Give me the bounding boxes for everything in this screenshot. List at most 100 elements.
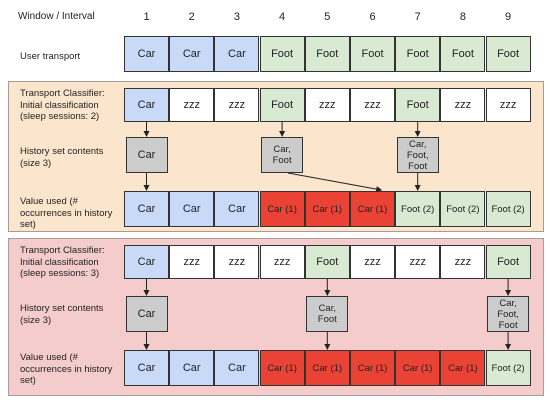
header-column-8: 8 bbox=[459, 11, 466, 23]
history-box-panel-1-2: Car, Foot bbox=[261, 137, 304, 173]
value-used-cell-panel-2-2: Car bbox=[169, 350, 215, 386]
user-transport-cell-7: Foot bbox=[395, 36, 441, 72]
classifier-cell-panel-1-5: zzz bbox=[304, 88, 350, 122]
classifier-cell-panel-2-8: zzz bbox=[440, 245, 486, 279]
user-transport-cell-1-text: Car bbox=[137, 48, 156, 60]
value-used-cell-panel-2-6: Car (1) bbox=[350, 350, 395, 386]
classifier-cell-panel-1-3-text: zzz bbox=[228, 99, 246, 111]
classifier-cell-panel-1-2: zzz bbox=[169, 88, 215, 122]
value-used-cell-panel-2-3: Car bbox=[214, 350, 260, 386]
header-column-2: 2 bbox=[188, 11, 195, 23]
value-used-cell-panel-2-1-text: Car bbox=[137, 362, 156, 374]
value-used-cell-panel-1-3: Car bbox=[214, 191, 260, 227]
value-used-cell-panel-2-4: Car (1) bbox=[259, 350, 305, 386]
value-used-cell-panel-1-6: Car (1) bbox=[350, 191, 395, 227]
classifier-cell-panel-2-7-text: zzz bbox=[409, 256, 426, 268]
classifier-cell-panel-2-5: Foot bbox=[304, 245, 350, 279]
classifier-label-panel-1: Transport Classifier: Initial classifica… bbox=[20, 88, 105, 122]
value-used-cell-panel-2-9: Foot (2) bbox=[485, 350, 531, 386]
classifier-cell-panel-1-5-text: zzz bbox=[319, 99, 336, 111]
user-transport-cell-6: Foot bbox=[350, 36, 395, 72]
value-used-cell-panel-1-2-text: Car bbox=[182, 203, 201, 215]
classifier-cell-panel-1-6-text: zzz bbox=[364, 99, 381, 111]
value-used-cell-panel-1-3-text: Car bbox=[228, 203, 246, 215]
classifier-cell-panel-1-8: zzz bbox=[440, 88, 486, 122]
value-used-cell-panel-2-5: Car (1) bbox=[304, 350, 350, 386]
value-used-cell-panel-1-4-text: Car (1) bbox=[267, 203, 297, 215]
header-column-5: 5 bbox=[324, 11, 331, 23]
user-transport-label: User transport bbox=[20, 51, 81, 62]
header-title: Window / Interval bbox=[18, 11, 95, 22]
user-transport-cell-8: Foot bbox=[440, 36, 486, 72]
value-used-cell-panel-1-5-text: Car (1) bbox=[312, 203, 343, 215]
classifier-label-panel-2: Transport Classifier: Initial classifica… bbox=[20, 245, 105, 279]
classifier-cell-panel-2-3: zzz bbox=[214, 245, 260, 279]
user-transport-cell-3-text: Car bbox=[228, 48, 246, 60]
value-used-label-panel-1: Value used (# occurrences in history set… bbox=[20, 196, 113, 230]
user-transport-cell-8-text: Foot bbox=[451, 48, 474, 60]
classifier-cell-panel-2-6-text: zzz bbox=[364, 256, 381, 268]
value-used-cell-panel-2-7-text: Car (1) bbox=[402, 362, 433, 374]
value-used-cell-panel-1-2: Car bbox=[169, 191, 215, 227]
history-box-panel-1-3-text: Car, Foot, Foot bbox=[406, 138, 429, 172]
history-box-panel-1-1: Car bbox=[125, 137, 168, 173]
header-column-7: 7 bbox=[414, 11, 421, 23]
arrow-history-to-value-panel-1-2 bbox=[288, 172, 383, 193]
classifier-cell-panel-1-9-text: zzz bbox=[499, 99, 517, 111]
classifier-cell-panel-2-1: Car bbox=[124, 245, 169, 279]
history-label-panel-1: History set contents (size 3) bbox=[20, 146, 104, 169]
value-used-cell-panel-1-9: Foot (2) bbox=[485, 191, 531, 227]
value-used-cell-panel-2-9-text: Foot (2) bbox=[491, 362, 525, 374]
classifier-cell-panel-1-8-text: zzz bbox=[454, 99, 472, 111]
history-box-panel-2-1: Car bbox=[125, 296, 168, 332]
classifier-cell-panel-1-4: Foot bbox=[259, 88, 305, 122]
user-transport-cell-4: Foot bbox=[259, 36, 305, 72]
value-used-cell-panel-2-1: Car bbox=[124, 350, 169, 386]
user-transport-cell-5-text: Foot bbox=[316, 48, 339, 60]
classifier-cell-panel-2-2: zzz bbox=[169, 245, 215, 279]
user-transport-cell-2-text: Car bbox=[182, 48, 201, 60]
classifier-cell-panel-1-1-text: Car bbox=[137, 99, 156, 111]
header-column-4: 4 bbox=[279, 11, 286, 23]
classifier-cell-panel-1-2-text: zzz bbox=[183, 99, 200, 111]
classifier-cell-panel-1-9: zzz bbox=[485, 88, 531, 122]
value-used-cell-panel-1-5: Car (1) bbox=[304, 191, 350, 227]
history-box-panel-2-2: Car, Foot bbox=[306, 296, 349, 332]
value-used-cell-panel-2-8: Car (1) bbox=[440, 350, 486, 386]
value-used-cell-panel-1-9-text: Foot (2) bbox=[491, 203, 525, 215]
classifier-cell-panel-1-1: Car bbox=[124, 88, 169, 122]
header-column-3: 3 bbox=[233, 11, 240, 23]
classifier-cell-panel-2-7: zzz bbox=[395, 245, 441, 279]
history-box-panel-2-1-text: Car bbox=[137, 308, 156, 320]
value-used-cell-panel-1-7: Foot (2) bbox=[395, 191, 441, 227]
header-column-9: 9 bbox=[505, 11, 512, 23]
history-box-panel-1-1-text: Car bbox=[137, 149, 156, 161]
history-box-panel-2-3: Car, Foot, Foot bbox=[487, 296, 530, 332]
classifier-cell-panel-1-4-text: Foot bbox=[271, 99, 294, 111]
value-used-cell-panel-2-2-text: Car bbox=[182, 362, 201, 374]
user-transport-cell-3: Car bbox=[214, 36, 260, 72]
classifier-cell-panel-1-6: zzz bbox=[350, 88, 395, 122]
classifier-cell-panel-2-6: zzz bbox=[350, 245, 395, 279]
value-used-cell-panel-2-3-text: Car bbox=[228, 362, 246, 374]
value-used-label-panel-2: Value used (# occurrences in history set… bbox=[20, 352, 113, 386]
history-box-panel-2-3-text: Car, Foot, Foot bbox=[497, 297, 519, 331]
classifier-cell-panel-2-1-text: Car bbox=[137, 256, 156, 268]
value-used-cell-panel-1-4: Car (1) bbox=[259, 191, 305, 227]
history-box-panel-1-3: Car, Foot, Foot bbox=[396, 137, 439, 173]
user-transport-cell-4-text: Foot bbox=[271, 48, 294, 60]
value-used-cell-panel-1-8-text: Foot (2) bbox=[446, 203, 480, 215]
user-transport-cell-9: Foot bbox=[485, 36, 531, 72]
value-used-cell-panel-2-8-text: Car (1) bbox=[448, 362, 478, 374]
value-used-cell-panel-1-1-text: Car bbox=[137, 203, 156, 215]
classifier-cell-panel-2-8-text: zzz bbox=[454, 256, 472, 268]
user-transport-cell-5: Foot bbox=[304, 36, 350, 72]
value-used-cell-panel-1-1: Car bbox=[124, 191, 169, 227]
value-used-cell-panel-1-8: Foot (2) bbox=[440, 191, 486, 227]
classifier-cell-panel-2-9-text: Foot bbox=[497, 256, 520, 268]
value-used-cell-panel-2-4-text: Car (1) bbox=[267, 362, 297, 374]
classifier-cell-panel-2-4: zzz bbox=[259, 245, 305, 279]
value-used-cell-panel-1-7-text: Foot (2) bbox=[401, 203, 435, 215]
classifier-cell-panel-2-5-text: Foot bbox=[316, 256, 339, 268]
